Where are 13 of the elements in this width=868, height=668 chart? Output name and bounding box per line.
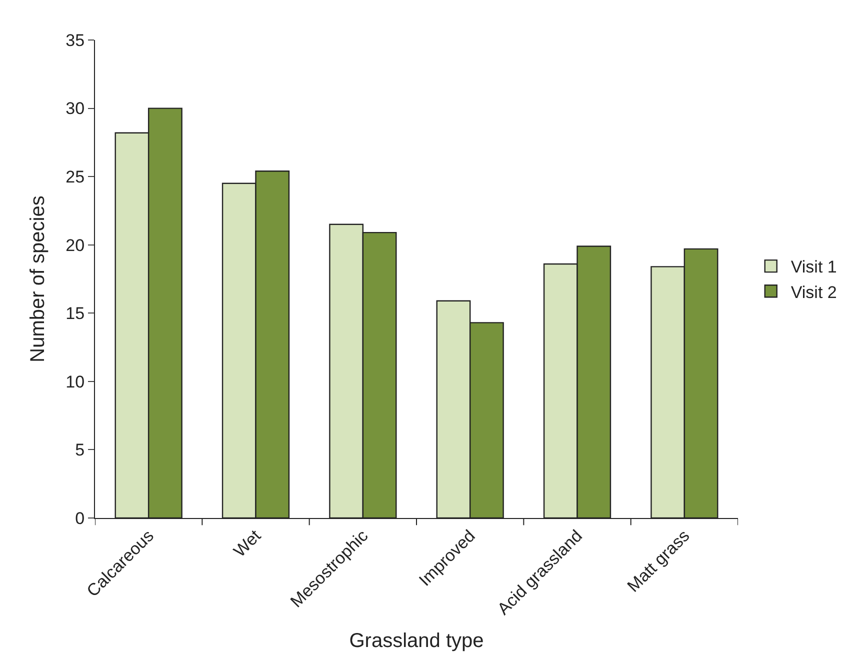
legend-label: Visit 1 [790,258,837,277]
y-tick-label: 25 [66,168,85,187]
x-axis-title: Grassland type [349,630,484,652]
y-tick-label: 0 [75,508,85,528]
y-tick-label: 5 [75,440,85,460]
y-tick-label: 15 [66,304,85,324]
x-tick-label: Wet [230,526,265,561]
legend-label: Visit 2 [790,282,837,302]
y-axis-title: Number of species [27,196,50,362]
y-tick-label: 10 [66,372,85,392]
y-tick-label: 20 [66,236,85,255]
y-tick-label: 35 [66,30,85,50]
y-tick-label: 30 [66,99,85,118]
